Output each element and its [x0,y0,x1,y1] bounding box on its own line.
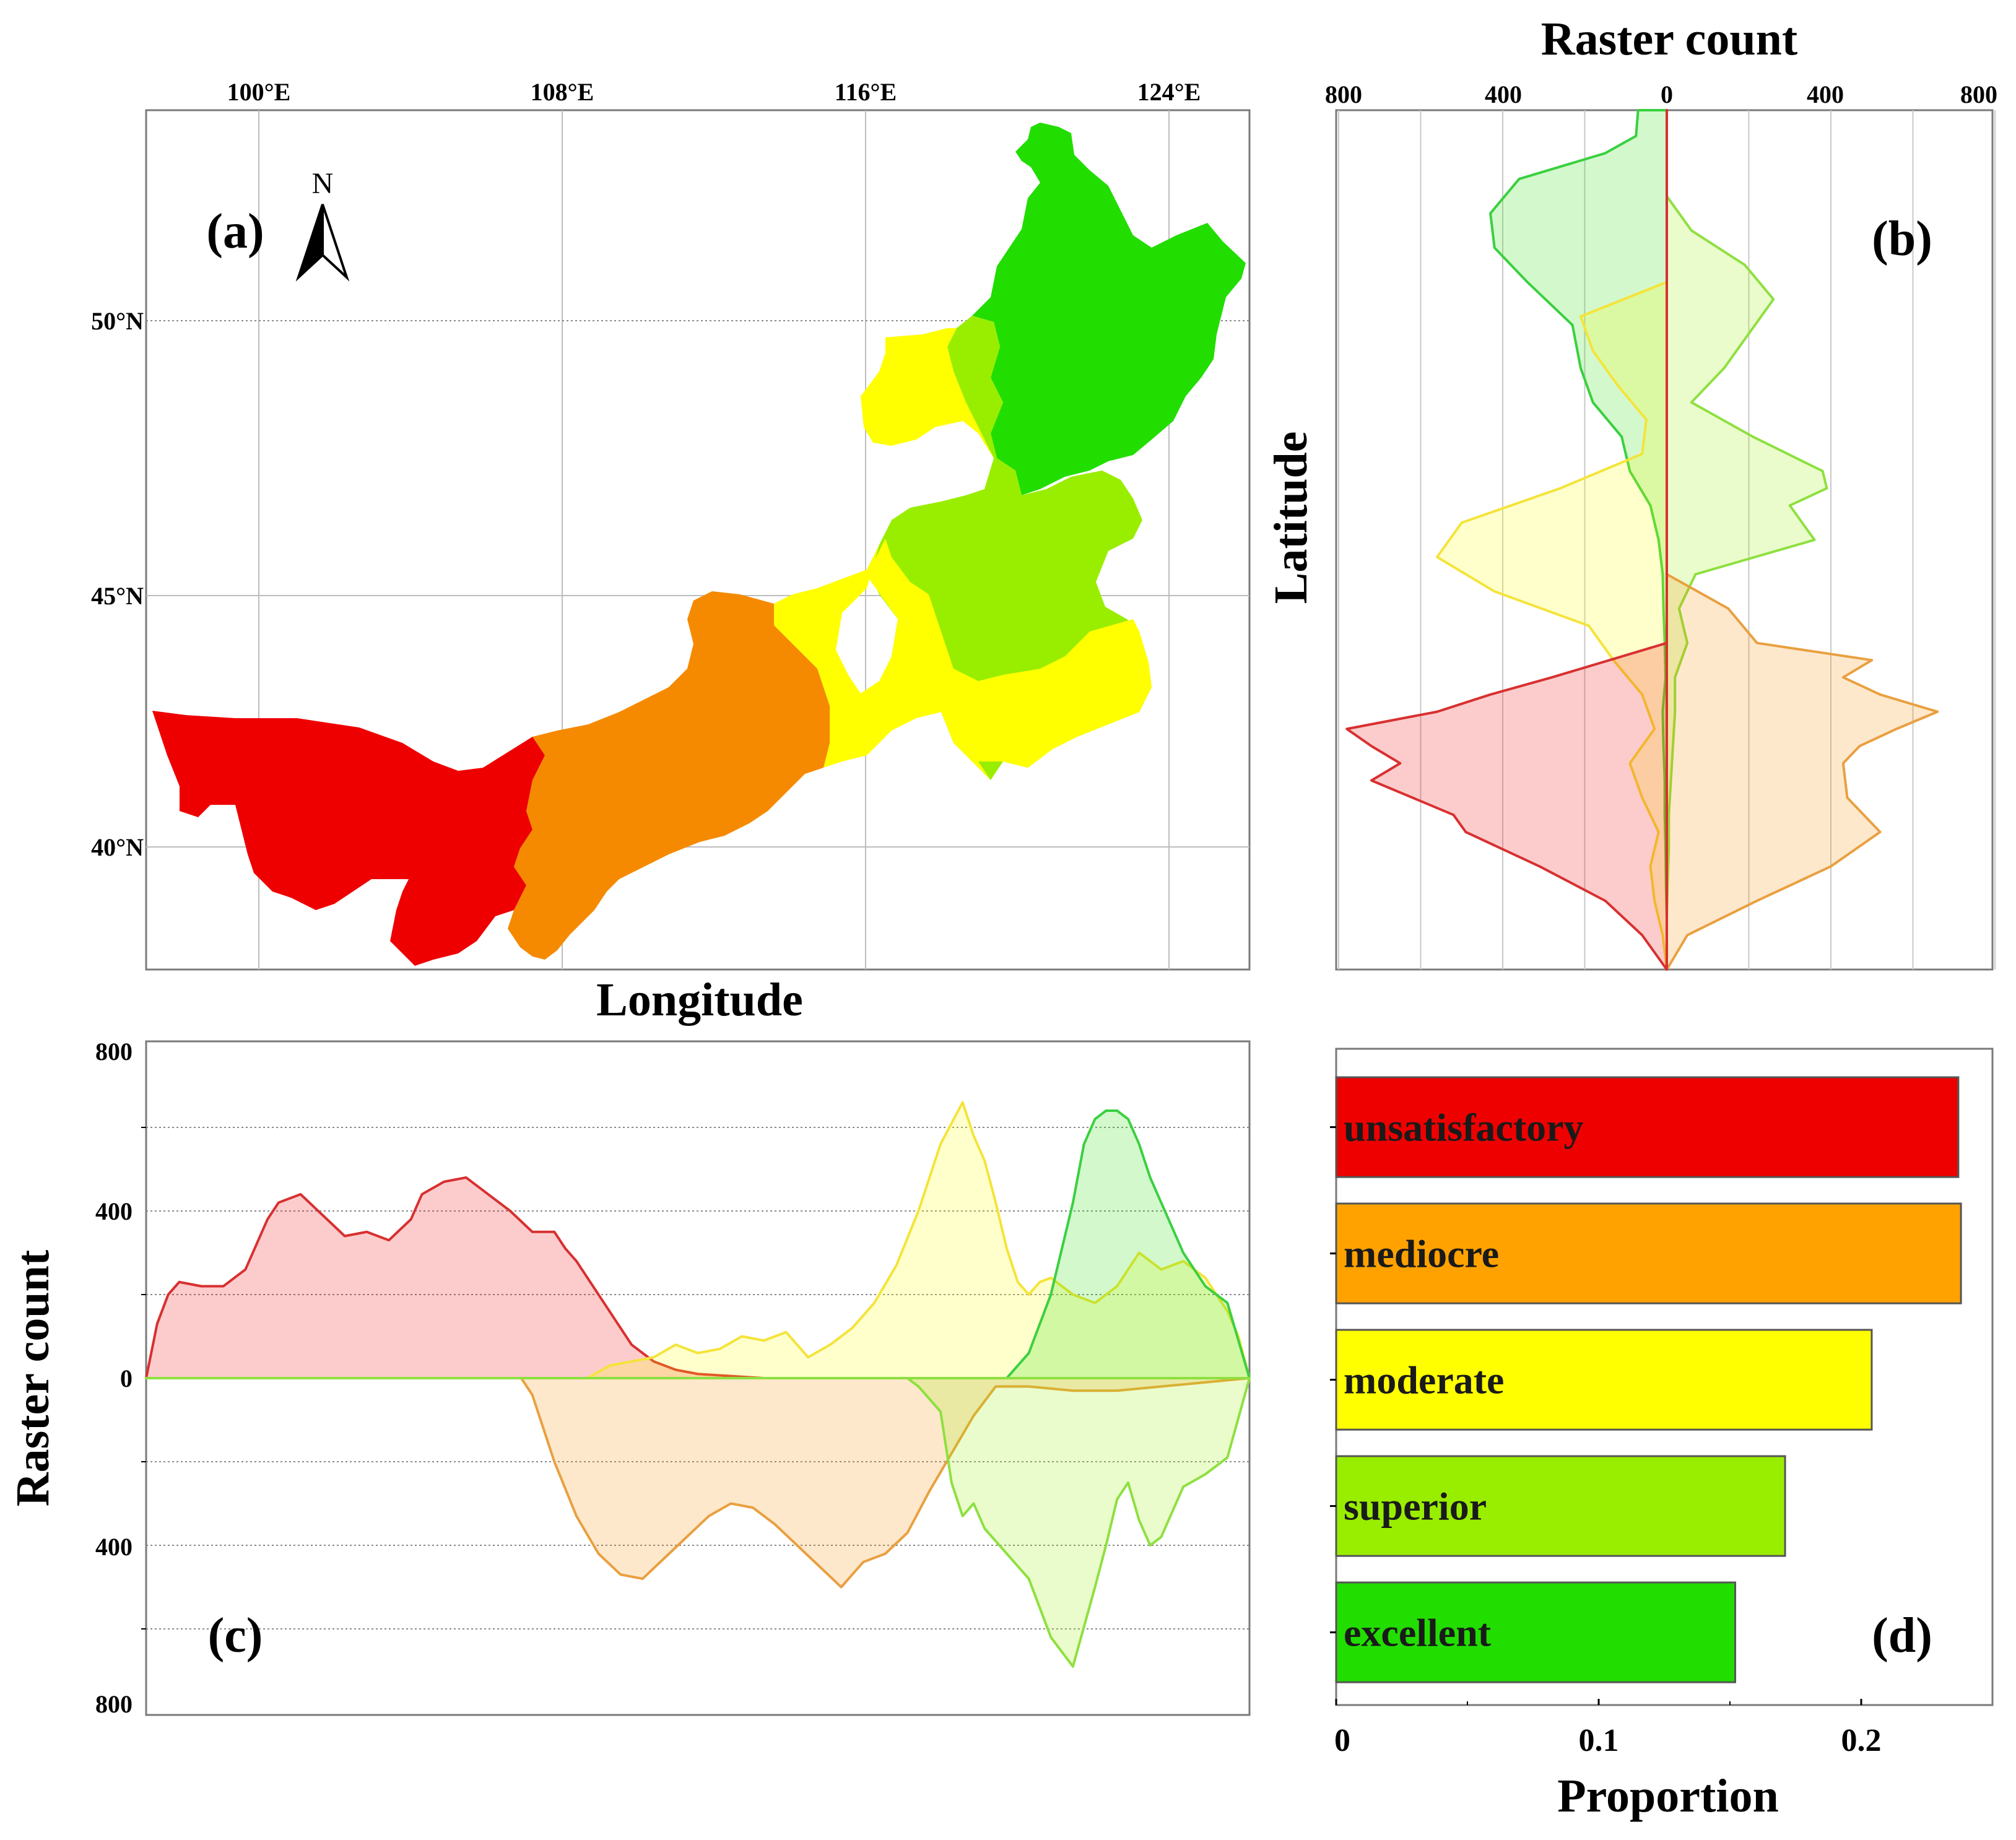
panel-b-tick-2: 0 [1661,80,1673,108]
panel-label-a: (a) [206,204,264,259]
panel-c-ylabel: Raster count [7,1250,59,1506]
bar-label-mediocre: mediocre [1344,1232,1499,1276]
bar-superior [1335,1455,1786,1557]
panel-label-d: (d) [1872,1608,1932,1663]
panel-d-tick-label: 0 [1334,1723,1350,1758]
panel-d-xlabel: Proportion [1557,1770,1778,1822]
panel-b-tick-4: 800 [1960,80,1997,108]
panel-b-title: Raster count [1541,13,1797,65]
panel-c-area-mediocre [145,1377,1251,1589]
map-region-excellent [972,123,1246,495]
panel-c-areas [145,1101,1251,1668]
panel-b-area-moderate [1436,109,1668,971]
panel-b-areas [1345,109,1939,971]
panel-d-bars: unsatisfactory mediocre moderate superior ex… [1330,1076,1962,1683]
panel-c-tick-2: 0 [120,1365,133,1392]
tick-45n: 45°N [91,582,144,610]
panel-c-tick-0: 800 [95,1038,133,1065]
panel-d: unsatisfactory mediocre moderate superior ex… [1330,1048,1994,1822]
panel-c-area-excellent [145,1109,1251,1379]
bar-moderate [1335,1329,1873,1431]
panel-c-yticks: 800 400 0 400 800 [95,1038,133,1718]
map-xlabel: Longitude [596,974,803,1026]
north-arrow: N [295,167,350,282]
tick-108e: 108°E [531,78,594,106]
panel-c-area-superior [145,1377,1251,1668]
north-arrow-left-half [295,204,324,282]
map-left-ticks: 50°N 45°N 40°N [91,307,144,861]
tick-50n: 50°N [91,307,144,335]
panel-b-ylabel: Latitude [1265,432,1317,604]
tick-40n: 40°N [91,833,144,861]
bar-mediocre [1335,1202,1962,1304]
panel-c: 800 400 0 400 800 Raster count (c) [7,1038,1251,1718]
panel-b-tick-1: 400 [1485,80,1522,108]
bar-label-excellent: excellent [1344,1611,1492,1655]
panel-c-area-moderate [145,1101,1251,1379]
map-region-unsatisfactory [152,711,545,966]
north-arrow-label: N [312,167,334,200]
panel-d-tick-label: 0.2 [1841,1723,1882,1758]
map-region-mediocre [508,591,830,960]
bar-unsatisfactory [1335,1076,1960,1178]
panel-label-b: (b) [1872,212,1932,266]
map-top-ticks: 100°E 108°E 116°E 124°E [227,78,1201,106]
panel-b-area-mediocre [1666,109,1939,971]
panel-c-tick-4: 800 [95,1690,133,1718]
bar-label-unsatisfactory: unsatisfactory [1344,1106,1584,1150]
panel-c-area-unsatisfactory [145,1176,1251,1379]
bar-label-moderate: moderate [1344,1358,1504,1402]
panel-b-tick-3: 400 [1807,80,1844,108]
tick-116e: 116°E [835,78,897,106]
panel-b-tick-0: 800 [1325,80,1362,108]
panel-b-area-unsatisfactory [1345,109,1668,971]
panel-b: Raster count 800 400 0 400 800 Latitude … [1265,13,1997,971]
tick-100e: 100°E [227,78,291,106]
map-region-moderate [774,328,1152,780]
bar-excellent [1335,1581,1736,1683]
panel-d-tick-label: 0.1 [1579,1723,1619,1758]
panel-d-xticks: 0 0.1 0.2 [1334,1699,1882,1758]
bar-label-superior: superior [1344,1485,1487,1529]
panel-a-map [145,109,1251,971]
map-region-superior-patch [892,545,1102,681]
panel-b-xticks: 800 400 0 400 800 [1325,80,1997,108]
tick-124e: 124°E [1137,78,1201,106]
panel-c-tick-1: 400 [95,1197,133,1225]
panel-label-c: (c) [208,1608,263,1663]
panel-c-tick-3: 400 [95,1533,133,1561]
panel-b-gridlines [1338,110,1996,970]
panel-c-gridlines [141,1127,1249,1630]
